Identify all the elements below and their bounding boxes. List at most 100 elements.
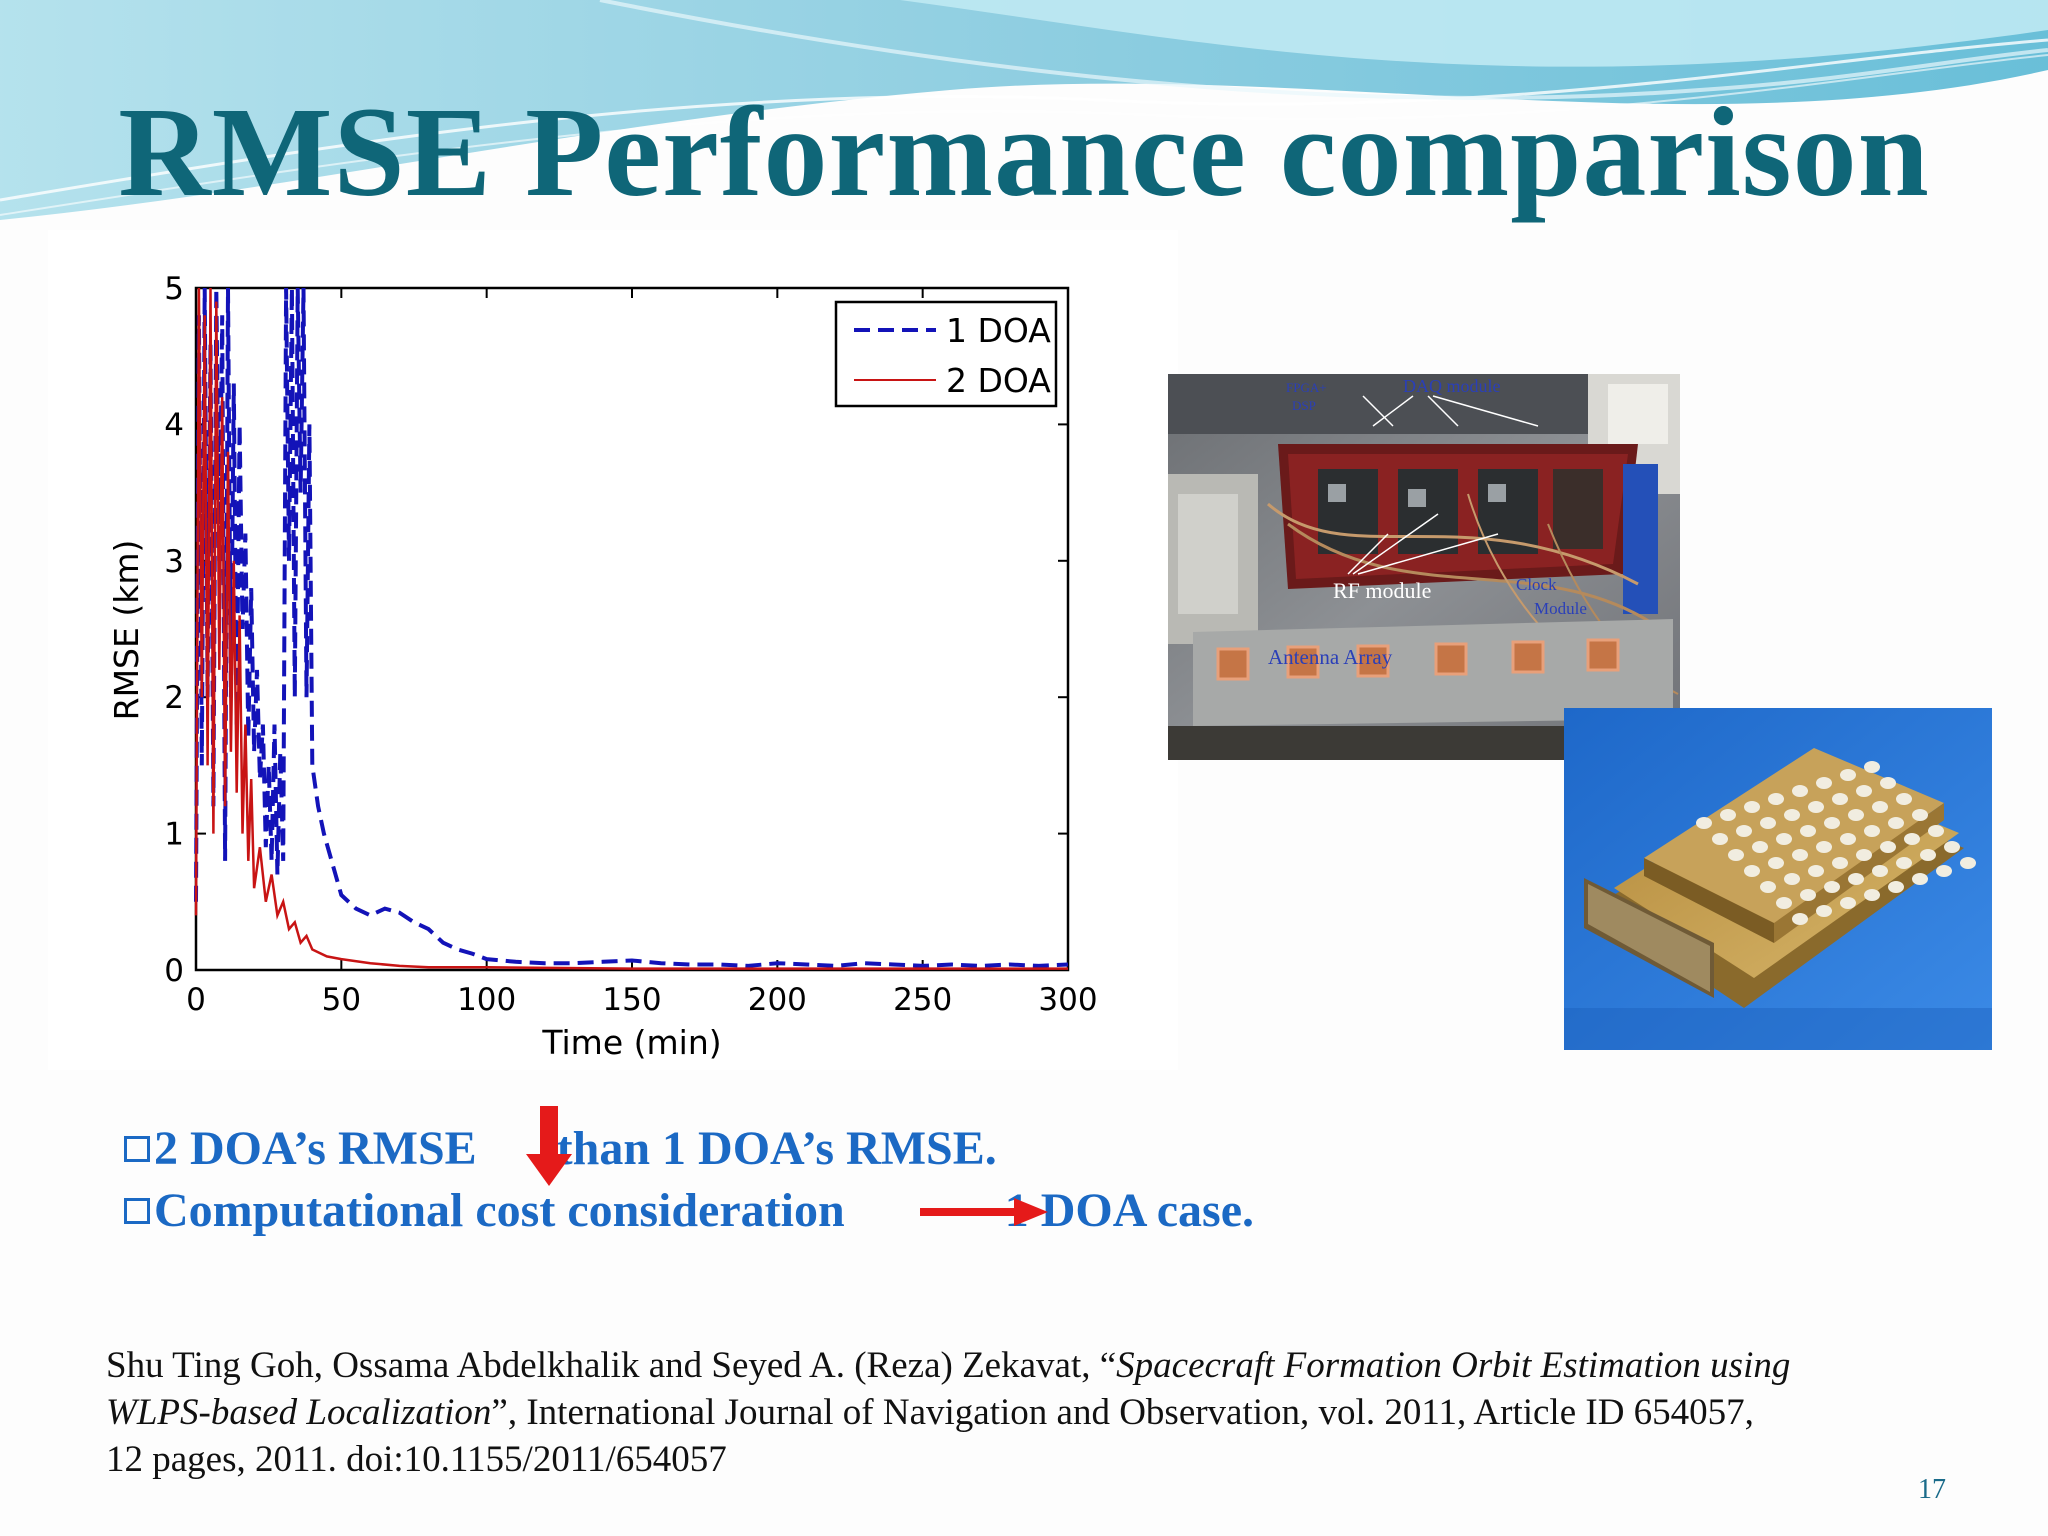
x-tick-label: 100 [457, 982, 516, 1018]
antenna-hole [1864, 825, 1880, 837]
series-line-1doa [194, 287, 1069, 968]
label-clock-module: Module [1534, 599, 1587, 618]
antenna-hole [1816, 905, 1832, 917]
antenna-hole [1872, 801, 1888, 813]
bullet-box-icon [124, 1136, 150, 1162]
antenna-hole [1784, 809, 1800, 821]
citation: Shu Ting Goh, Ossama Abdelkhalik and Sey… [106, 1342, 1966, 1483]
antenna-hole [1864, 761, 1880, 773]
antenna-hole [1840, 897, 1856, 909]
citation-title-part1: Spacecraft Formation Orbit Estimation us… [1116, 1345, 1791, 1386]
antenna-hole [1920, 849, 1936, 861]
x-tick-label: 300 [1038, 982, 1097, 1018]
antenna-hole [1816, 777, 1832, 789]
antenna-hole [1888, 817, 1904, 829]
y-tick-label: 2 [164, 680, 184, 716]
bullet-box-icon [124, 1198, 150, 1224]
antenna-hole [1792, 913, 1808, 925]
rmse-chart: 0 50 100 150 200 250 300 0 1 2 3 4 5 1 DOA 2 DOA Tim… [107, 271, 1098, 1062]
header-wave-decoration [0, 0, 2048, 220]
x-tick-label: 250 [893, 982, 952, 1018]
y-axis-label: RMSE (km) [107, 540, 146, 721]
antenna-hole [1936, 865, 1952, 877]
antenna-hole [1832, 857, 1848, 869]
antenna-hole [1712, 833, 1728, 845]
legend-label-2doa: 2 DOA [946, 361, 1051, 400]
antenna-hole [1880, 841, 1896, 853]
antenna-hole [1776, 897, 1792, 909]
citation-journal: ”, International Journal of Navigation a… [491, 1392, 1754, 1433]
citation-pages-doi: 12 pages, 2011. doi:10.1155/2011/654057 [106, 1439, 727, 1480]
x-axis-label: Time (min) [541, 1023, 721, 1062]
antenna-hole [1720, 809, 1736, 821]
label-dsp: DSP [1292, 398, 1316, 413]
antenna-box-photo [1564, 708, 1992, 1050]
antenna-hole [1856, 785, 1872, 797]
antenna-hole [1896, 793, 1912, 805]
antenna-hole [1728, 849, 1744, 861]
antenna-hole [1752, 841, 1768, 853]
antenna-hole [1912, 809, 1928, 821]
antenna-hole [1760, 817, 1776, 829]
label-daq-module: DAQ module [1403, 376, 1501, 396]
antenna-hole [1808, 801, 1824, 813]
antenna-hole [1768, 857, 1784, 869]
citation-title-part2: WLPS-based Localization [106, 1392, 492, 1433]
bullet-1-pre: 2 DOA’s RMSE [154, 1122, 477, 1175]
antenna-hole [1800, 889, 1816, 901]
antenna-hole [1824, 881, 1840, 893]
y-tick-label: 5 [164, 271, 184, 307]
down-arrow-icon [526, 1106, 572, 1186]
bullet-item-2: Computational cost consideration 1 DOA ca… [124, 1180, 1254, 1242]
x-tick-label: 0 [186, 982, 206, 1018]
y-tick-label: 3 [164, 544, 184, 580]
bullet-2-pre: Computational cost consideration [154, 1184, 845, 1237]
right-arrow-icon [920, 1198, 1048, 1226]
x-tick-label: 150 [602, 982, 661, 1018]
antenna-hole [1896, 857, 1912, 869]
label-rf-module: RF module [1333, 578, 1431, 603]
rmse-chart-panel: 0 50 100 150 200 250 300 0 1 2 3 4 5 1 DOA 2 DOA Tim… [48, 230, 1178, 1070]
antenna-hole [1872, 865, 1888, 877]
y-tick-label: 1 [164, 817, 184, 853]
bullet-2-post: 1 DOA case. [1004, 1184, 1254, 1237]
antenna-hole [1880, 777, 1896, 789]
antenna-hole [1888, 881, 1904, 893]
y-tick-label: 4 [164, 407, 184, 443]
label-fpga: FPGA+ [1286, 380, 1327, 395]
antenna-hole [1760, 881, 1776, 893]
bullet-item-1: 2 DOA’s RMSE than 1 DOA’s RMSE. [124, 1106, 1254, 1186]
antenna-hole [1840, 833, 1856, 845]
y-tick-label: 0 [164, 953, 184, 989]
antenna-hole [1744, 865, 1760, 877]
bullet-list: 2 DOA’s RMSE than 1 DOA’s RMSE. Computati… [124, 1106, 1254, 1242]
antenna-hole [1912, 873, 1928, 885]
antenna-hole [1904, 833, 1920, 845]
citation-authors: Shu Ting Goh, Ossama Abdelkhalik and Sey… [106, 1345, 1117, 1386]
antenna-hole [1736, 825, 1752, 837]
antenna-hole [1808, 865, 1824, 877]
antenna-hole [1696, 817, 1712, 829]
antenna-hole [1784, 873, 1800, 885]
x-tick-label: 200 [748, 982, 807, 1018]
antenna-hole [1800, 825, 1816, 837]
antenna-hole [1840, 769, 1856, 781]
antenna-hole [1960, 857, 1976, 869]
antenna-hole [1848, 809, 1864, 821]
antenna-hole [1824, 817, 1840, 829]
page-number: 17 [1918, 1474, 1946, 1505]
antenna-hole [1856, 849, 1872, 861]
label-antenna-array: Antenna Array [1268, 645, 1393, 669]
series-line-2doa [194, 287, 1068, 970]
antenna-hole [1816, 841, 1832, 853]
bullet-1-post: than 1 DOA’s RMSE. [556, 1122, 997, 1175]
antenna-hole [1864, 889, 1880, 901]
antenna-hole [1776, 833, 1792, 845]
antenna-hole [1944, 841, 1960, 853]
antenna-hole [1832, 793, 1848, 805]
antenna-hole [1928, 825, 1944, 837]
legend-label-1doa: 1 DOA [946, 311, 1051, 350]
antenna-hole [1792, 849, 1808, 861]
antenna-hole [1792, 785, 1808, 797]
slide-title: RMSE Performance comparison [118, 81, 1930, 223]
